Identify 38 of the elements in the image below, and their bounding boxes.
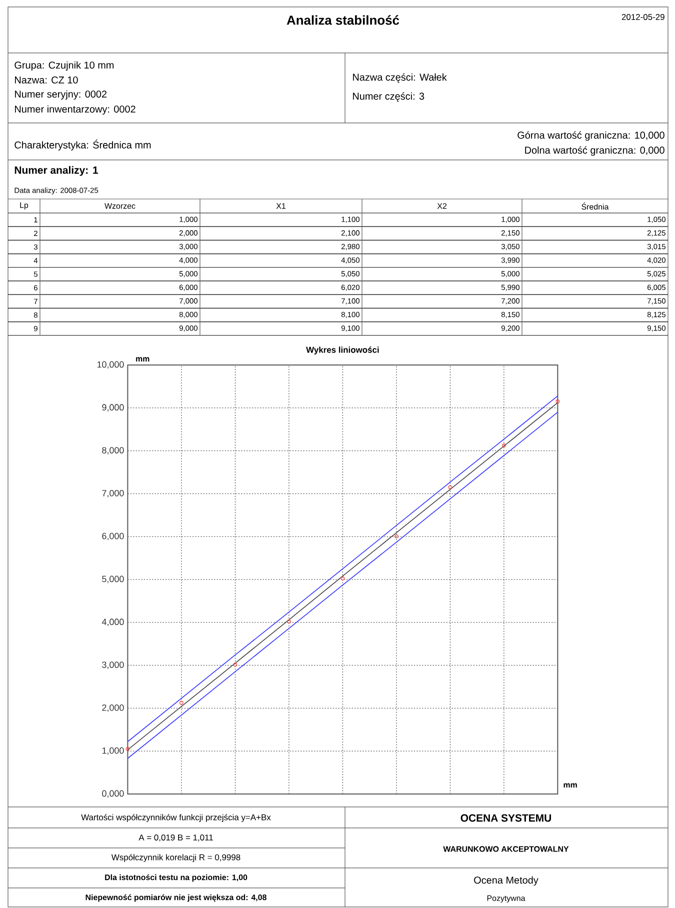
point [180,700,184,705]
text: Numer części: 3 [353,92,424,102]
point [394,534,398,538]
y-tick-label: 4,000 [102,618,124,626]
y-tick-label: 3,000 [102,662,124,669]
text: Numer seryjny: 0002 [15,90,107,100]
y-tick-label: 5,000 [102,576,124,584]
point [556,400,560,404]
text: Numer inwentarzowy: 0002 [15,105,136,115]
text: Charakterystyka: Średnica mm [14,139,151,150]
y-tick-label: 9,000 [102,404,124,412]
text: Ocena Metody [474,876,538,886]
text: Numer analizy: 1 [14,166,98,176]
text: Analiza stabilność [286,15,400,25]
point [340,576,345,580]
point [233,662,238,667]
y-tick-label: 6,000 [102,532,124,540]
text: Nazwa: CZ 10 [15,76,78,84]
y-tick-label: 8,000 [102,447,124,454]
text: OCENA SYSTEMU [460,814,551,822]
y-tick-label: 0,000 [102,790,124,798]
y-tick-label: 2,000 [102,704,124,712]
text: Współczynnik korelacji R = 0,9998 [111,854,240,862]
point [126,747,130,751]
text: Dolna wartość graniczna: 0,000 [525,146,664,156]
point [502,444,506,448]
text: 2012-05-29 [622,14,664,20]
text: Grupa: Czujnik 10 mm [14,61,114,71]
text: Wartości współczynników funkcji przejścia y=A+Bx [81,814,271,822]
y-tick-label: 1,000 [102,747,124,755]
text: Górna wartość graniczna: 10,000 [518,131,664,141]
point [448,485,452,490]
chart-title: Wykres liniowości [306,346,379,354]
text: Nazwa części: Wałek [353,73,447,83]
text: A = 0,019 B = 1,011 [138,834,213,842]
point [287,620,291,624]
y-tick-label: 10,000 [97,361,124,369]
y-tick-label: 7,000 [102,490,124,498]
